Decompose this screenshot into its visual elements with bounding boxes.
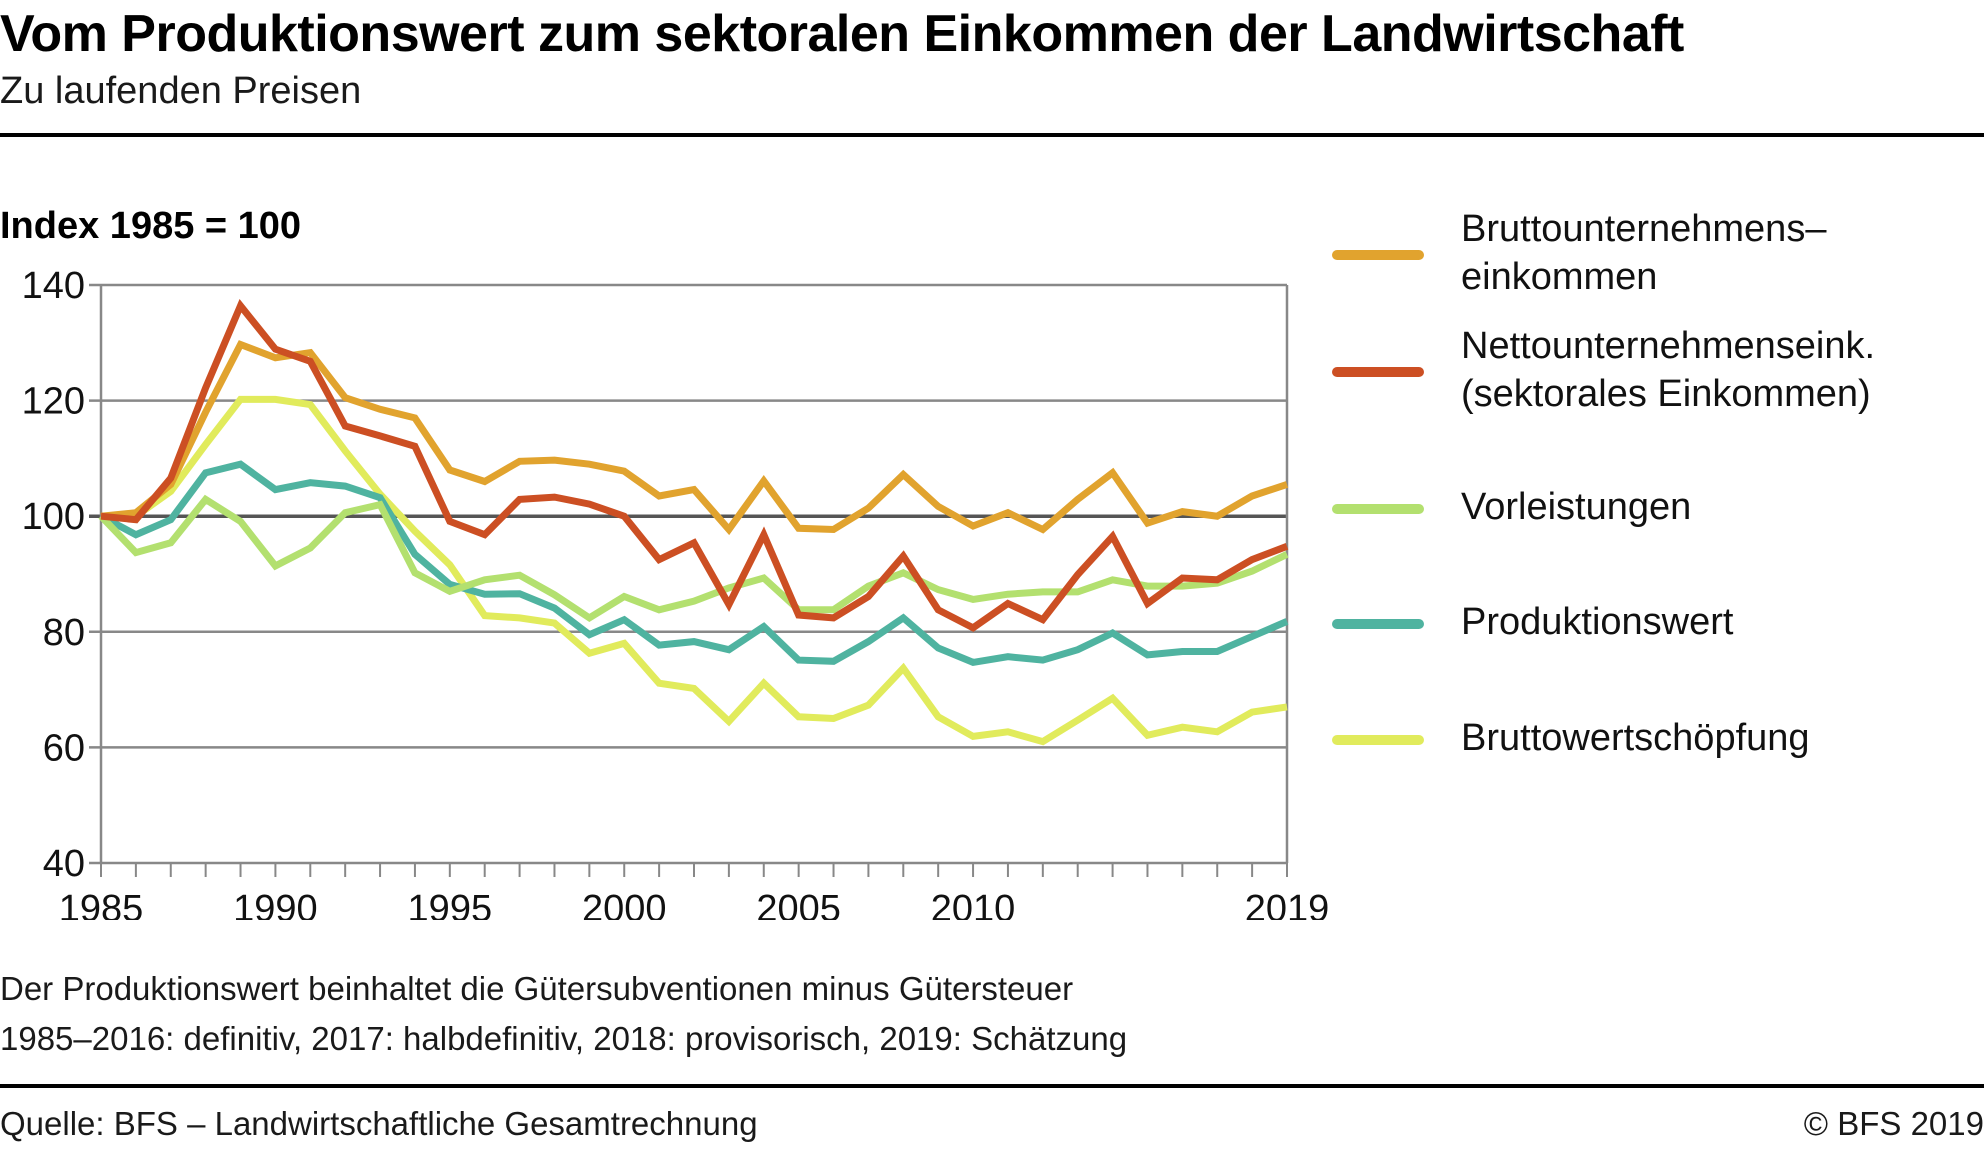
y-axis-title: Index 1985 = 100 [0,205,302,247]
legend-label-line: Nettounternehmenseink. [1461,325,1876,367]
legend-swatch [1332,367,1424,377]
legend-label-line: Vorleistungen [1461,486,1692,528]
legend-label-line: Bruttowertschöpfung [1461,717,1810,759]
series-lines [98,299,1289,746]
legend-label: Vorleistungen [1461,483,1691,531]
x-tick-label: 1990 [233,888,318,920]
y-tick-label: 60 [43,727,85,769]
legend-label: Bruttowertschöpfung [1461,714,1810,762]
series-line-nettounternehmenseink-sektorales-einkommen [100,299,1289,632]
legend-label: Bruttounternehmens– einkommen [1461,205,1826,301]
legend-swatch [1332,735,1424,745]
legend-swatch [1332,619,1424,629]
y-tick-label: 40 [43,843,85,885]
x-tick-label: 1985 [59,888,144,920]
axes: 40 60 80 100 120 140 1985 1990 1995 2000 2005 2010 2… [22,265,1330,920]
x-tick-label: 1995 [408,888,493,920]
y-tick-label: 120 [22,381,85,423]
series-line-produktionswert [99,460,1289,667]
series-line-vorleistungen [98,494,1289,623]
x-tick-label: 2000 [582,888,667,920]
copyright-text: © BFS 2019 [1803,1105,1984,1142]
legend-label: Nettounternehmenseink. (sektorales Einkom… [1461,322,1875,418]
source-text: Quelle: BFS – Landwirtschaftliche Gesamt… [0,1105,758,1142]
top-divider [0,133,1984,137]
x-tick-label: 2005 [756,888,841,920]
chart-subtitle: Zu laufenden Preisen [0,70,362,112]
x-tick-label: 2010 [931,888,1016,920]
legend-swatch [1332,504,1424,514]
y-tick-label: 80 [43,612,85,654]
series-line-bruttowertschöpfung [101,395,1288,746]
legend-label-line: einkommen [1461,256,1658,298]
bottom-divider [0,1084,1984,1088]
legend-label-line: (sektorales Einkommen) [1461,373,1871,415]
x-tick-label: 2019 [1245,888,1330,920]
legend-swatch [1332,250,1424,260]
line-chart: 40 60 80 100 120 140 1985 1990 1995 2000 2005 2010 2… [22,265,1330,920]
legend-label-line: Bruttounternehmens– [1461,208,1827,250]
footnote-data-status: 1985–2016: definitiv, 2017: halbdefiniti… [0,1020,1128,1057]
legend-label: Produktionswert [1461,598,1733,646]
legend-label-line: Produktionswert [1461,601,1734,643]
y-tick-label: 100 [22,496,85,538]
series-line-bruttounternehmenseinkommen [100,340,1289,536]
chart-title: Vom Produktionswert zum sektoralen Einko… [0,5,1684,63]
footnote-production-value: Der Produktionswert beinhaltet die Güter… [0,970,1074,1007]
gridlines [89,283,1287,865]
y-tick-label: 140 [22,265,85,307]
